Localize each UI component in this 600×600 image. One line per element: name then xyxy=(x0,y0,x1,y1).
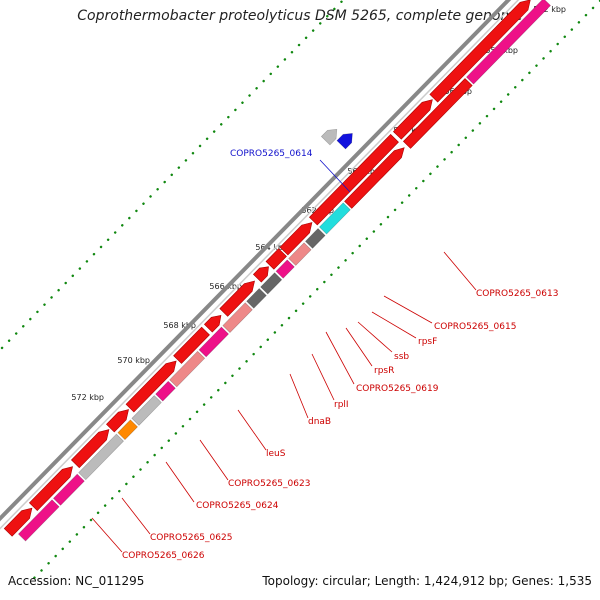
forward-gene-7[interactable] xyxy=(204,314,222,333)
leader-line xyxy=(383,295,433,324)
forward-gene-9[interactable] xyxy=(125,360,177,413)
gene-COPRO5265_0614-marker[interactable] xyxy=(320,128,338,146)
track2-gene-12[interactable] xyxy=(155,380,176,402)
forward-gene-4[interactable] xyxy=(265,248,287,270)
label-COPRO5265_0626[interactable]: COPRO5265_0626 xyxy=(122,551,205,561)
label-leuS[interactable]: leuS xyxy=(266,449,286,459)
label-COPRO5265_0619[interactable]: COPRO5265_0619 xyxy=(356,384,439,394)
accession-label: Accession: NC_011295 xyxy=(8,574,145,588)
genome-backbone-inner xyxy=(0,0,520,530)
label-COPRO5265_0614[interactable]: COPRO5265_0614 xyxy=(230,149,313,159)
track2-gene-16[interactable] xyxy=(52,473,85,506)
forward-gene-13[interactable] xyxy=(3,507,33,537)
ruler-tick-label: 572 kbp xyxy=(71,393,104,402)
track2-gene-7[interactable] xyxy=(260,272,283,295)
track2-gene-0[interactable] xyxy=(465,0,551,85)
track2-gene-17[interactable] xyxy=(17,499,60,542)
forward-gene-6[interactable] xyxy=(219,280,255,317)
ruler-dots xyxy=(0,0,345,352)
track2-gene-6[interactable] xyxy=(275,259,295,279)
leader-line xyxy=(121,497,151,535)
track2-gene-4[interactable] xyxy=(304,228,326,249)
ruler-tick-label: 564 kbp xyxy=(255,243,288,252)
forward-gene-11[interactable] xyxy=(71,429,110,469)
leader-line xyxy=(289,373,309,419)
track2-gene-10[interactable] xyxy=(198,326,229,358)
label-rpsR[interactable]: rpsR xyxy=(374,366,394,376)
track2-gene-1[interactable] xyxy=(402,78,473,149)
track2-gene-9[interactable] xyxy=(222,302,253,333)
leader-line xyxy=(199,439,229,481)
forward-gene-10[interactable] xyxy=(106,409,129,433)
forward-gene-0[interactable] xyxy=(429,0,531,103)
leader-line xyxy=(443,251,477,291)
gene-COPRO5265_0614[interactable] xyxy=(336,133,353,150)
label-COPRO5265_0625[interactable]: COPRO5265_0625 xyxy=(150,533,232,543)
label-rpsF[interactable]: rpsF xyxy=(418,337,437,347)
ruler-tick-label: 552 kbp xyxy=(533,5,566,14)
leader-line xyxy=(311,353,335,401)
forward-gene-2[interactable] xyxy=(309,133,399,226)
label-COPRO5265_0613[interactable]: COPRO5265_0613 xyxy=(476,289,558,299)
forward-gene-3[interactable] xyxy=(279,222,313,256)
track2-gene-5[interactable] xyxy=(288,242,312,266)
leader-line xyxy=(165,461,195,503)
ruler-dots-inner xyxy=(33,0,600,579)
track2-gene-2[interactable] xyxy=(344,147,405,209)
track2-gene-8[interactable] xyxy=(246,288,267,309)
track2-gene-3[interactable] xyxy=(318,202,351,235)
map-title: Coprothermobacter proteolyticus DSM 5265… xyxy=(77,8,523,24)
track2-gene-13[interactable] xyxy=(131,395,162,426)
leader-line xyxy=(91,517,123,553)
forward-gene-5[interactable] xyxy=(253,266,269,283)
forward-gene-1[interactable] xyxy=(393,99,433,140)
track2-gene-11[interactable] xyxy=(169,350,206,388)
leader-line xyxy=(345,327,373,367)
label-COPRO5265_0615[interactable]: COPRO5265_0615 xyxy=(434,322,516,332)
forward-gene-12[interactable] xyxy=(29,466,73,511)
leader-line xyxy=(237,409,267,451)
track2-gene-14[interactable] xyxy=(117,419,138,441)
genome-backbone-outer xyxy=(0,0,512,522)
label-COPRO5265_0623[interactable]: COPRO5265_0623 xyxy=(228,479,310,489)
leader-line xyxy=(371,311,417,339)
leader-line xyxy=(319,159,351,193)
ruler-tick-label: 568 kbp xyxy=(163,321,196,330)
forward-gene-8[interactable] xyxy=(173,326,210,364)
genome-info-label: Topology: circular; Length: 1,424,912 bp… xyxy=(262,574,592,588)
label-COPRO5265_0624[interactable]: COPRO5265_0624 xyxy=(196,501,279,511)
label-dnaB[interactable]: dnaB xyxy=(308,417,331,427)
label-rplI[interactable]: rplI xyxy=(334,400,349,410)
leader-line xyxy=(357,321,393,353)
leader-line xyxy=(325,331,355,385)
track2-gene-15[interactable] xyxy=(78,433,124,481)
ruler-tick-label: 570 kbp xyxy=(117,356,150,365)
label-ssb[interactable]: ssb xyxy=(394,352,409,362)
